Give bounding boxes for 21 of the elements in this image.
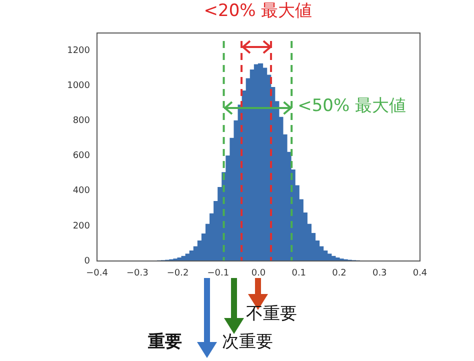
annotation: <50% 最大値 [298,96,406,116]
y-tick-label: 0 [84,256,90,266]
x-tick-label: −0.4 [86,268,108,279]
y-tick-label: 400 [72,186,90,196]
y-tick-label: 1200 [67,46,90,56]
x-tick-label: 0.4 [412,268,428,279]
x-tick-label: −0.2 [166,268,189,279]
text: 次重要 [222,332,273,352]
x-tick-label: 0.1 [292,268,306,279]
y-tick-label: 800 [72,116,90,126]
x-tick-label: −0.3 [126,268,148,279]
y-tick-label: 200 [72,221,90,232]
text: 不重要 [246,304,297,324]
text: <20% 最大値 [204,1,312,21]
x-tick-label: 0.0 [251,268,266,279]
y-tick-label: 1000 [67,80,90,91]
y-tick-label: 600 [72,151,90,162]
x-tick-label: 0.3 [372,268,387,279]
x-tick-label: −0.1 [207,268,230,279]
x-tick-label: 0.2 [332,268,346,279]
text: 重要 [148,332,182,352]
